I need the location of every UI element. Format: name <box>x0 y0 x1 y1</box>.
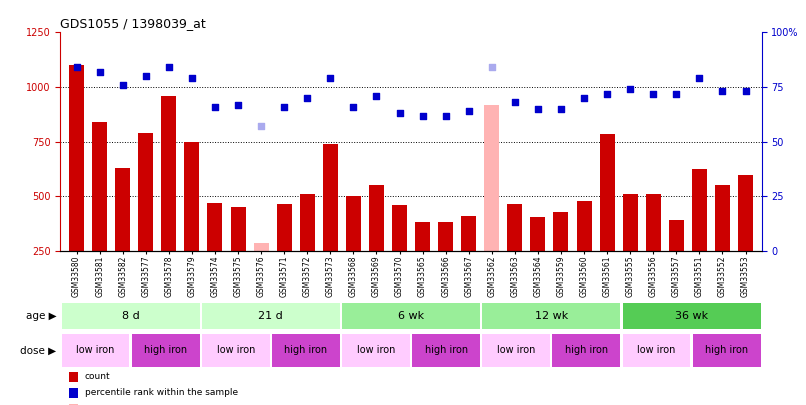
Text: low iron: low iron <box>357 345 395 355</box>
Bar <box>507 204 522 306</box>
Text: high iron: high iron <box>144 345 187 355</box>
Text: GDS1055 / 1398039_at: GDS1055 / 1398039_at <box>60 17 206 30</box>
Point <box>301 95 314 101</box>
Text: high iron: high iron <box>565 345 608 355</box>
Bar <box>669 220 683 306</box>
Bar <box>482 303 621 329</box>
Bar <box>576 201 592 306</box>
Bar <box>69 65 84 306</box>
Bar <box>554 212 568 306</box>
Bar <box>600 134 615 306</box>
Bar <box>300 194 315 306</box>
Point <box>531 106 544 112</box>
Bar <box>646 194 661 306</box>
Point <box>555 106 567 112</box>
Bar <box>276 204 292 306</box>
Bar <box>623 194 638 306</box>
Point <box>347 104 359 110</box>
Bar <box>738 175 753 306</box>
Text: 6 wk: 6 wk <box>398 311 424 321</box>
Point <box>324 75 337 81</box>
Bar <box>61 334 130 367</box>
Bar <box>438 222 453 306</box>
Bar <box>207 203 222 306</box>
Text: low iron: low iron <box>497 345 535 355</box>
Point <box>485 64 498 70</box>
Bar <box>161 96 177 306</box>
Point <box>578 95 591 101</box>
Point <box>600 90 613 97</box>
Bar <box>415 222 430 306</box>
Bar <box>461 216 476 306</box>
Text: count: count <box>85 372 110 381</box>
Bar <box>185 142 199 306</box>
Bar <box>202 334 270 367</box>
Text: percentile rank within the sample: percentile rank within the sample <box>85 388 238 397</box>
Point <box>509 99 521 106</box>
Bar <box>484 104 499 306</box>
Bar <box>342 334 410 367</box>
Bar <box>342 303 480 329</box>
Point <box>716 88 729 95</box>
Bar <box>202 303 340 329</box>
Text: dose ▶: dose ▶ <box>20 345 56 355</box>
Bar <box>346 196 361 306</box>
Point <box>185 75 198 81</box>
Bar <box>131 334 200 367</box>
Text: 36 wk: 36 wk <box>675 311 708 321</box>
Text: 8 d: 8 d <box>122 311 139 321</box>
Point <box>463 108 476 114</box>
Bar <box>254 243 268 306</box>
Bar <box>115 168 131 306</box>
Text: low iron: low iron <box>638 345 675 355</box>
Text: low iron: low iron <box>217 345 255 355</box>
Point <box>255 123 268 130</box>
Point <box>70 64 83 70</box>
Bar <box>412 334 480 367</box>
Bar <box>715 185 730 306</box>
Bar <box>692 169 707 306</box>
Text: high iron: high iron <box>285 345 327 355</box>
Bar <box>622 303 761 329</box>
Bar <box>622 334 691 367</box>
Point <box>624 86 637 92</box>
Point <box>393 110 406 117</box>
Bar <box>369 185 384 306</box>
Point <box>209 104 222 110</box>
Bar <box>61 303 200 329</box>
Bar <box>692 334 761 367</box>
Point <box>231 101 244 108</box>
Bar <box>272 334 340 367</box>
Bar <box>392 205 407 306</box>
Text: 21 d: 21 d <box>259 311 283 321</box>
Point <box>693 75 706 81</box>
Text: high iron: high iron <box>705 345 748 355</box>
Point <box>93 68 106 75</box>
Bar <box>482 334 550 367</box>
Point <box>163 64 176 70</box>
Text: age ▶: age ▶ <box>26 311 56 321</box>
Bar <box>92 122 107 306</box>
Point <box>278 104 291 110</box>
Text: low iron: low iron <box>77 345 114 355</box>
Point <box>646 90 659 97</box>
Point <box>116 82 129 88</box>
Point <box>416 112 429 119</box>
Bar <box>552 334 621 367</box>
Point <box>139 73 152 79</box>
Point <box>370 93 383 99</box>
Bar <box>231 207 246 306</box>
Bar <box>323 144 338 306</box>
Point <box>739 88 752 95</box>
Bar <box>530 217 546 306</box>
Text: 12 wk: 12 wk <box>534 311 568 321</box>
Text: high iron: high iron <box>425 345 467 355</box>
Bar <box>139 133 153 306</box>
Point <box>439 112 452 119</box>
Point <box>670 90 683 97</box>
